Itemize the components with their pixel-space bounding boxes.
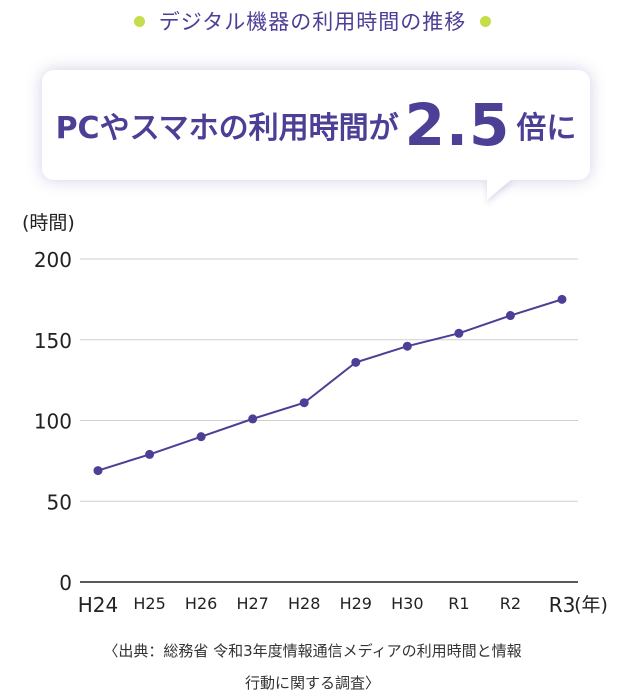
y-tick-label-100: 100: [34, 410, 72, 434]
y-tick-label-200: 200: [34, 248, 72, 272]
x-tick-label-r2: R2: [500, 594, 521, 613]
callout-highlight: 2.5: [404, 91, 511, 159]
data-point-h29: [351, 357, 361, 367]
callout-prefix: PCやスマホの利用時間が: [55, 111, 399, 146]
x-axis-unit-label: (年): [574, 594, 608, 616]
x-tick-label-r1: R1: [448, 594, 469, 613]
callout-bubble: PCやスマホの利用時間が 2.5 倍に: [42, 70, 590, 180]
data-point-r2: [505, 311, 515, 321]
data-point-h25: [145, 449, 155, 459]
source-line-2: 行動に関する調査〉: [244, 674, 380, 692]
y-axis-unit-label: (時間): [22, 212, 75, 234]
bullet-dot-left: [133, 15, 145, 27]
x-tick-label-h26: H26: [185, 594, 217, 613]
x-tick-label-h24: H24: [78, 593, 119, 617]
x-tick-label-h30: H30: [391, 594, 423, 613]
x-tick-label-r3: R3: [549, 593, 576, 617]
y-tick-label-0: 0: [59, 571, 72, 595]
callout-suffix: 倍に: [516, 111, 577, 146]
bullet-dot-right: [480, 15, 492, 27]
data-point-h28: [299, 398, 309, 408]
data-point-r3: [557, 294, 567, 304]
x-tick-label-h28: H28: [288, 594, 320, 613]
x-tick-label-h29: H29: [340, 594, 372, 613]
series-line-0: [97, 298, 563, 472]
data-point-h30: [402, 341, 412, 351]
chart-heading-text: デジタル機器の利用時間の推移: [158, 10, 467, 34]
data-point-h24: [93, 466, 103, 476]
y-tick-label-50: 50: [47, 490, 72, 514]
x-tick-label-h25: H25: [133, 594, 165, 613]
source-line-1: 〈出典：総務省 令和3年度情報通信メディアの利用時間と情報: [103, 642, 522, 660]
x-tick-label-h27: H27: [236, 594, 268, 613]
chart-heading: デジタル機器の利用時間の推移: [0, 6, 625, 36]
data-point-h26: [196, 432, 206, 442]
y-tick-label-150: 150: [34, 329, 72, 353]
data-point-r1: [454, 328, 464, 338]
callout-bubble-tail: [487, 178, 513, 200]
data-point-h27: [248, 414, 258, 424]
